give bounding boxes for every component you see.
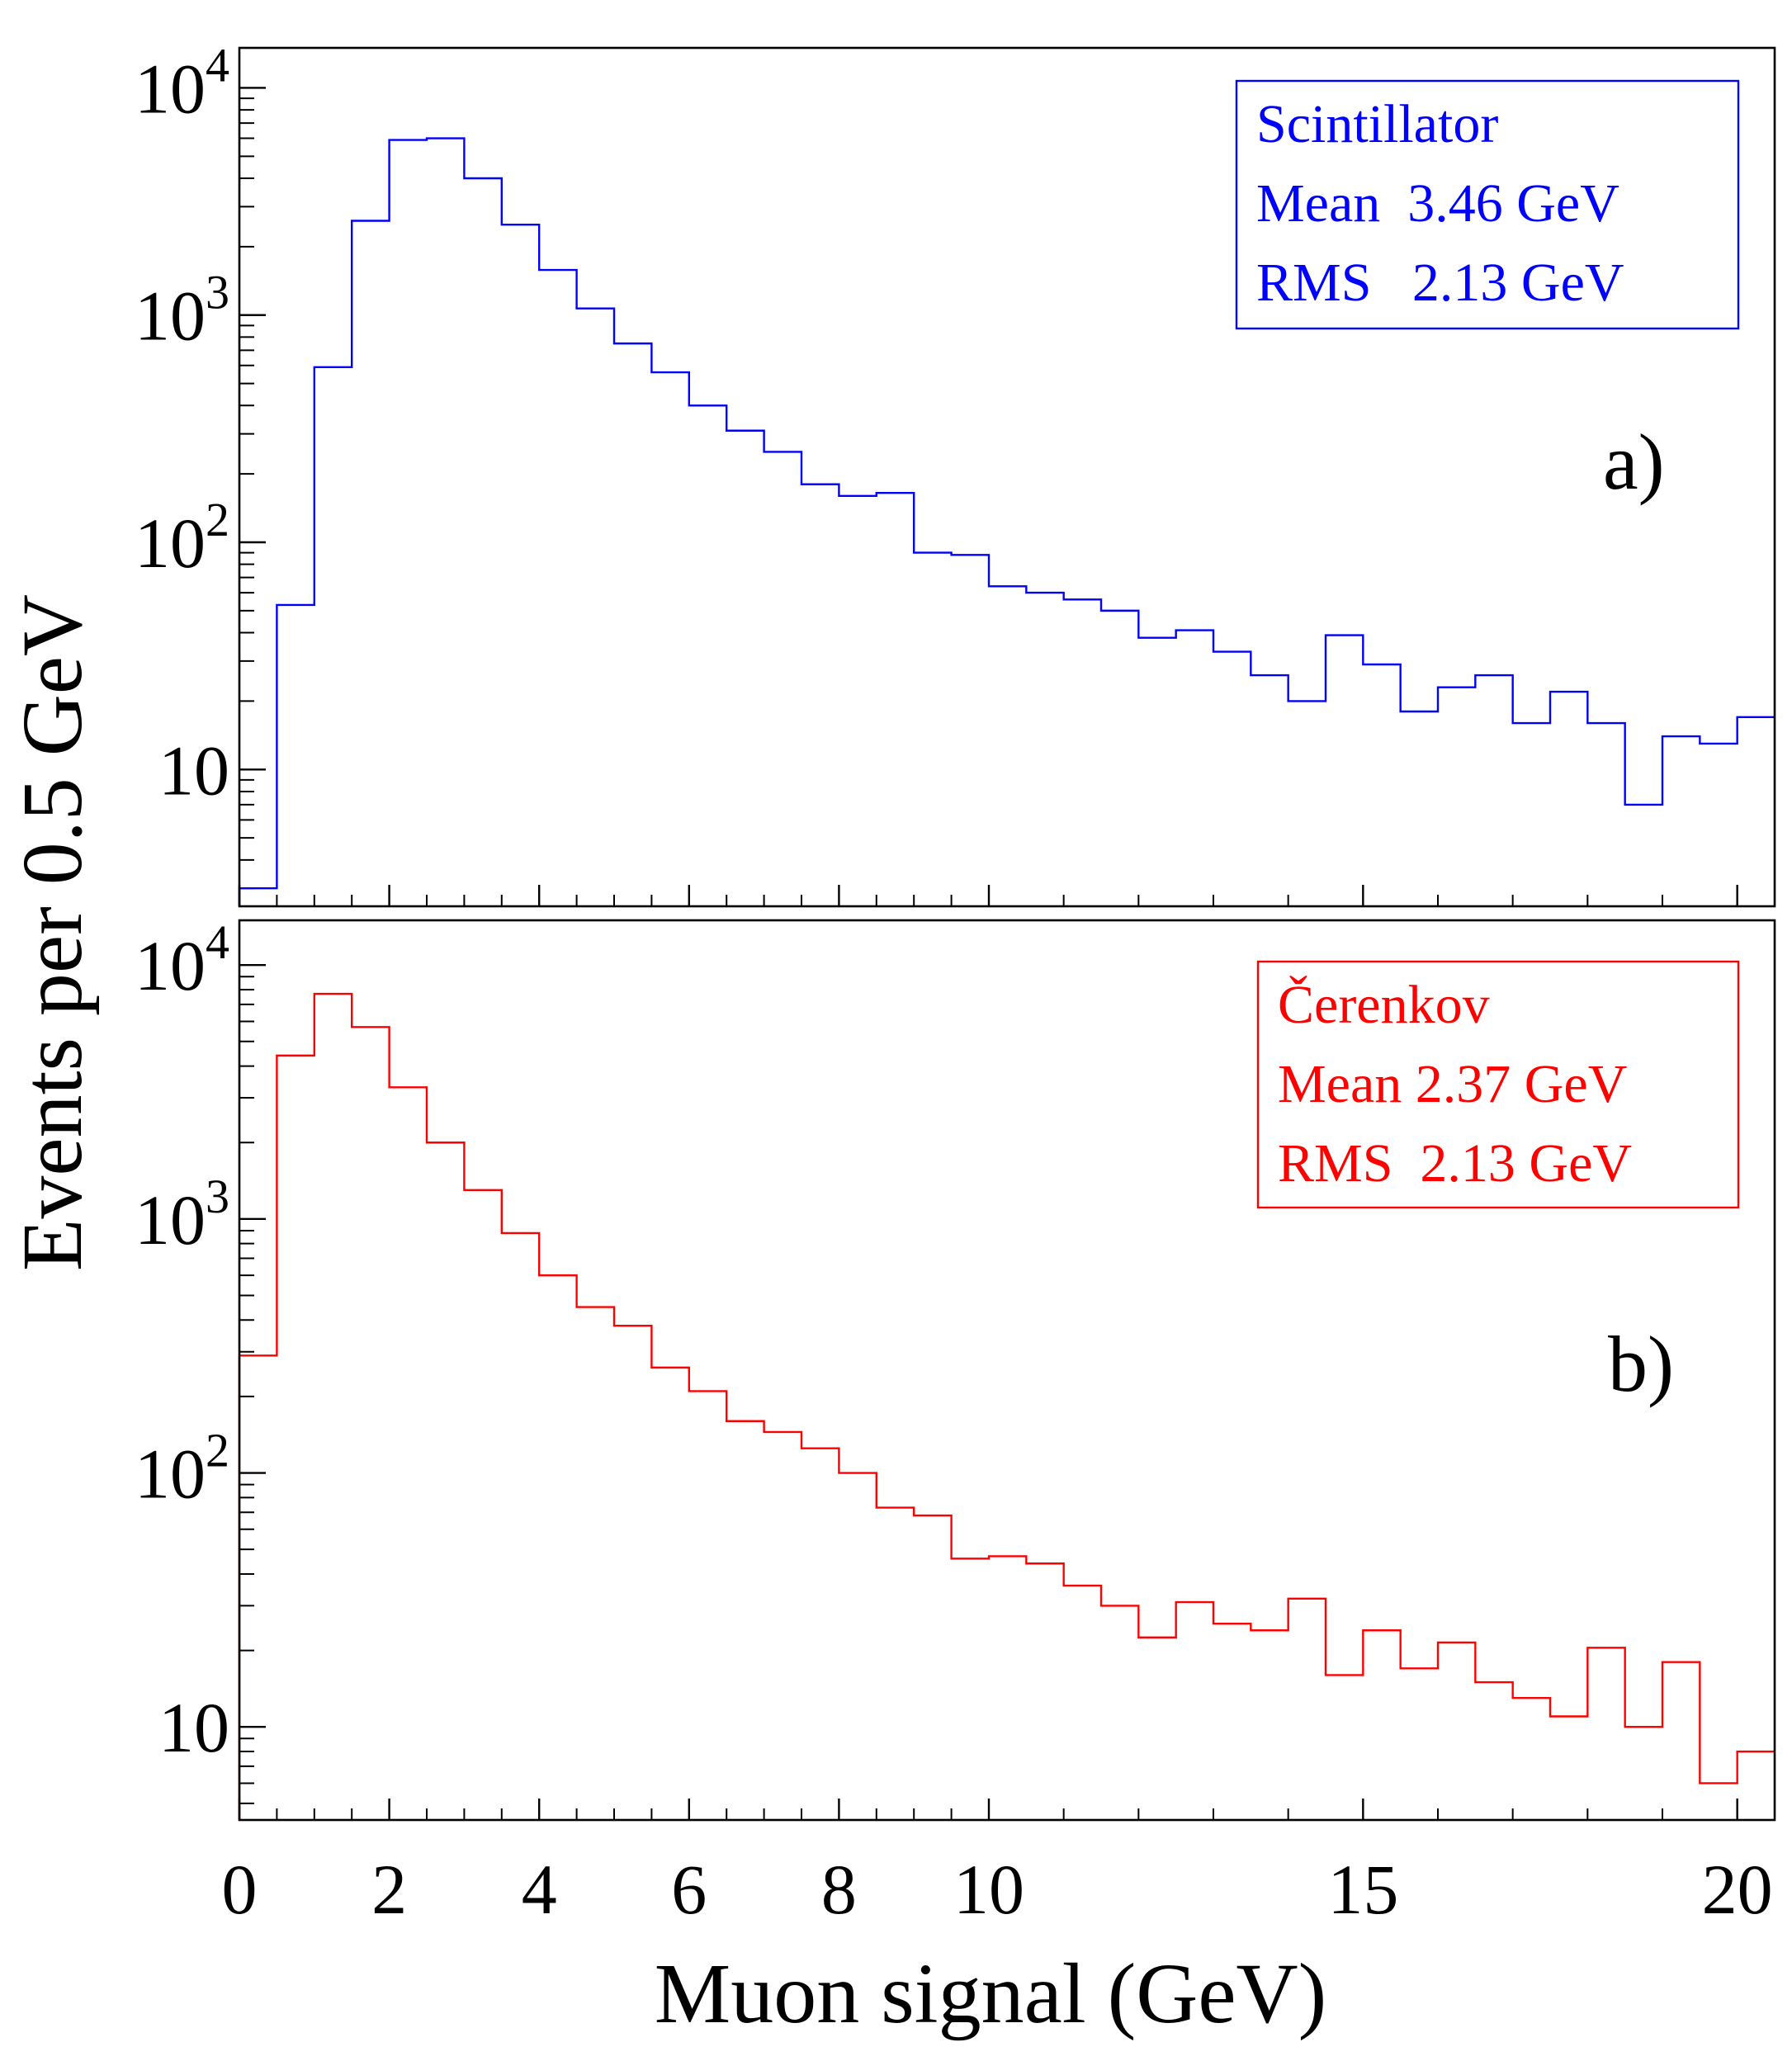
y-tick-label: 104 [135,915,229,1005]
x-tick-label: 2 [371,1850,407,1929]
panel-b-legend-rms: RMS 2.13 GeV [1278,1133,1632,1194]
panel-b-frame [238,919,1776,1822]
panel-a-legend-mean: Mean 3.46 GeV [1256,173,1619,234]
x-tick-label: 15 [1327,1850,1398,1929]
x-tick-label: 0 [222,1850,258,1929]
x-tick-labels: 0 2 4 6 8 10 15 20 [222,1850,1773,1929]
panel-a-legend-title: Scintillator [1256,94,1498,154]
x-tick-label: 20 [1702,1850,1773,1929]
panel-b-legend-mean: Mean 2.37 GeV [1278,1054,1627,1114]
panel-a-frame [238,46,1776,908]
y-tick-label: 10 [158,1688,229,1767]
panel-a-label: a) [1603,418,1665,506]
y-axis-label: Events per 0.5 GeV [5,594,100,1271]
y-tick-label: 10 [158,730,229,810]
panel-a: 10 102 103 104 Scintillator Mean 3.46 GeV R… [135,38,1776,908]
panel-a-legend-rms: RMS 2.13 GeV [1256,253,1624,313]
panel-b: 10 102 103 104 Čerenkov Mean 2.37 GeV RMS 2… [135,915,1776,1822]
y-tick-label: 103 [135,1170,229,1260]
x-tick-label: 4 [522,1850,557,1929]
panel-a-y-tick-labels: 10 102 103 104 [135,38,229,810]
y-tick-label: 103 [135,266,229,356]
panel-b-y-tick-labels: 10 102 103 104 [135,915,229,1767]
panel-b-legend-box [1256,960,1740,1209]
panel-b-legend-title: Čerenkov [1278,975,1490,1035]
panel-b-histogram-line [238,992,1775,1820]
panel-a-ticks [238,87,1738,906]
y-tick-label: 102 [135,1424,229,1514]
x-axis-label: Muon signal (GeV) [655,1946,1327,2041]
y-tick-label: 104 [135,38,229,128]
x-tick-label: 6 [671,1850,707,1929]
panel-a-legend-box [1235,79,1740,330]
panel-b-label: b) [1608,1320,1674,1408]
x-tick-label: 8 [821,1850,857,1929]
x-tick-label: 10 [953,1850,1024,1929]
panel-a-histogram-line [238,137,1775,906]
y-tick-label: 102 [135,493,229,583]
